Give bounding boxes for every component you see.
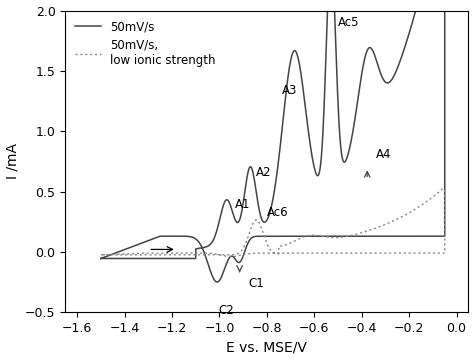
50mV/s,
low ionic strength xyxy=(425,199,430,203)
50mV/s xyxy=(214,280,220,284)
Line: 50mV/s: 50mV/s xyxy=(101,0,445,282)
Line: 50mV/s,
low ionic strength: 50mV/s, low ionic strength xyxy=(101,189,445,257)
Text: A3: A3 xyxy=(283,84,298,98)
Text: Ac6: Ac6 xyxy=(267,206,289,219)
Text: Ac5: Ac5 xyxy=(338,15,359,29)
50mV/s xyxy=(387,80,392,84)
Legend: 50mV/s, 50mV/s,
low ionic strength: 50mV/s, 50mV/s, low ionic strength xyxy=(71,17,219,71)
50mV/s xyxy=(119,248,125,253)
50mV/s,
low ionic strength xyxy=(98,253,104,257)
50mV/s,
low ionic strength xyxy=(286,251,292,255)
50mV/s,
low ionic strength xyxy=(153,251,159,255)
50mV/s xyxy=(286,234,292,238)
X-axis label: E vs. MSE/V: E vs. MSE/V xyxy=(227,341,307,355)
50mV/s,
low ionic strength xyxy=(119,252,125,256)
50mV/s xyxy=(392,71,398,75)
50mV/s,
low ionic strength xyxy=(392,218,398,222)
50mV/s,
low ionic strength xyxy=(439,187,445,191)
Text: A2: A2 xyxy=(256,166,272,179)
Text: C2: C2 xyxy=(219,304,234,317)
Text: A1: A1 xyxy=(235,198,250,211)
50mV/s xyxy=(153,235,159,240)
Y-axis label: I /mA: I /mA xyxy=(6,143,19,179)
Text: C1: C1 xyxy=(248,277,264,290)
50mV/s xyxy=(98,256,104,261)
Text: A4: A4 xyxy=(376,148,392,161)
50mV/s,
low ionic strength xyxy=(98,253,104,257)
50mV/s,
low ionic strength xyxy=(228,255,234,259)
50mV/s,
low ionic strength xyxy=(387,220,392,225)
50mV/s xyxy=(98,256,104,261)
